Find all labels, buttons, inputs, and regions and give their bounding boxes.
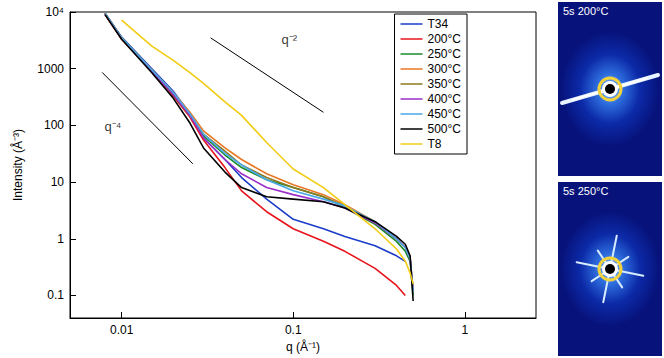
svg-text:350°C: 350°C [428,77,462,91]
svg-text:T8: T8 [428,137,442,151]
svg-text:0.1: 0.1 [47,288,64,302]
svg-text:0.01: 0.01 [110,323,134,337]
svg-text:q⁻⁴: q⁻⁴ [105,119,122,134]
svg-text:1000: 1000 [37,62,64,76]
svg-text:1: 1 [461,323,468,337]
svg-text:q⁻²: q⁻² [282,32,298,47]
svg-text:200°C: 200°C [428,32,462,46]
svg-text:10: 10 [51,175,65,189]
svg-text:300°C: 300°C [428,62,462,76]
svg-text:Intensity (Å⁻³): Intensity (Å⁻³) [10,129,25,201]
svg-text:400°C: 400°C [428,92,462,106]
svg-text:250°C: 250°C [428,47,462,61]
svg-text:0.1: 0.1 [285,323,302,337]
svg-text:500°C: 500°C [428,122,462,136]
html-text:5s 200°C: 5s 200°C [563,5,609,17]
svg-text:q (Å⁻¹): q (Å⁻¹) [286,339,320,354]
svg-text:450°C: 450°C [428,107,462,121]
html-text:5s 250°C: 5s 250°C [563,185,609,197]
svg-text:T34: T34 [428,17,449,31]
svg-text:1: 1 [57,232,64,246]
svg-text:100: 100 [44,118,64,132]
svg-text:10⁴: 10⁴ [45,5,64,19]
